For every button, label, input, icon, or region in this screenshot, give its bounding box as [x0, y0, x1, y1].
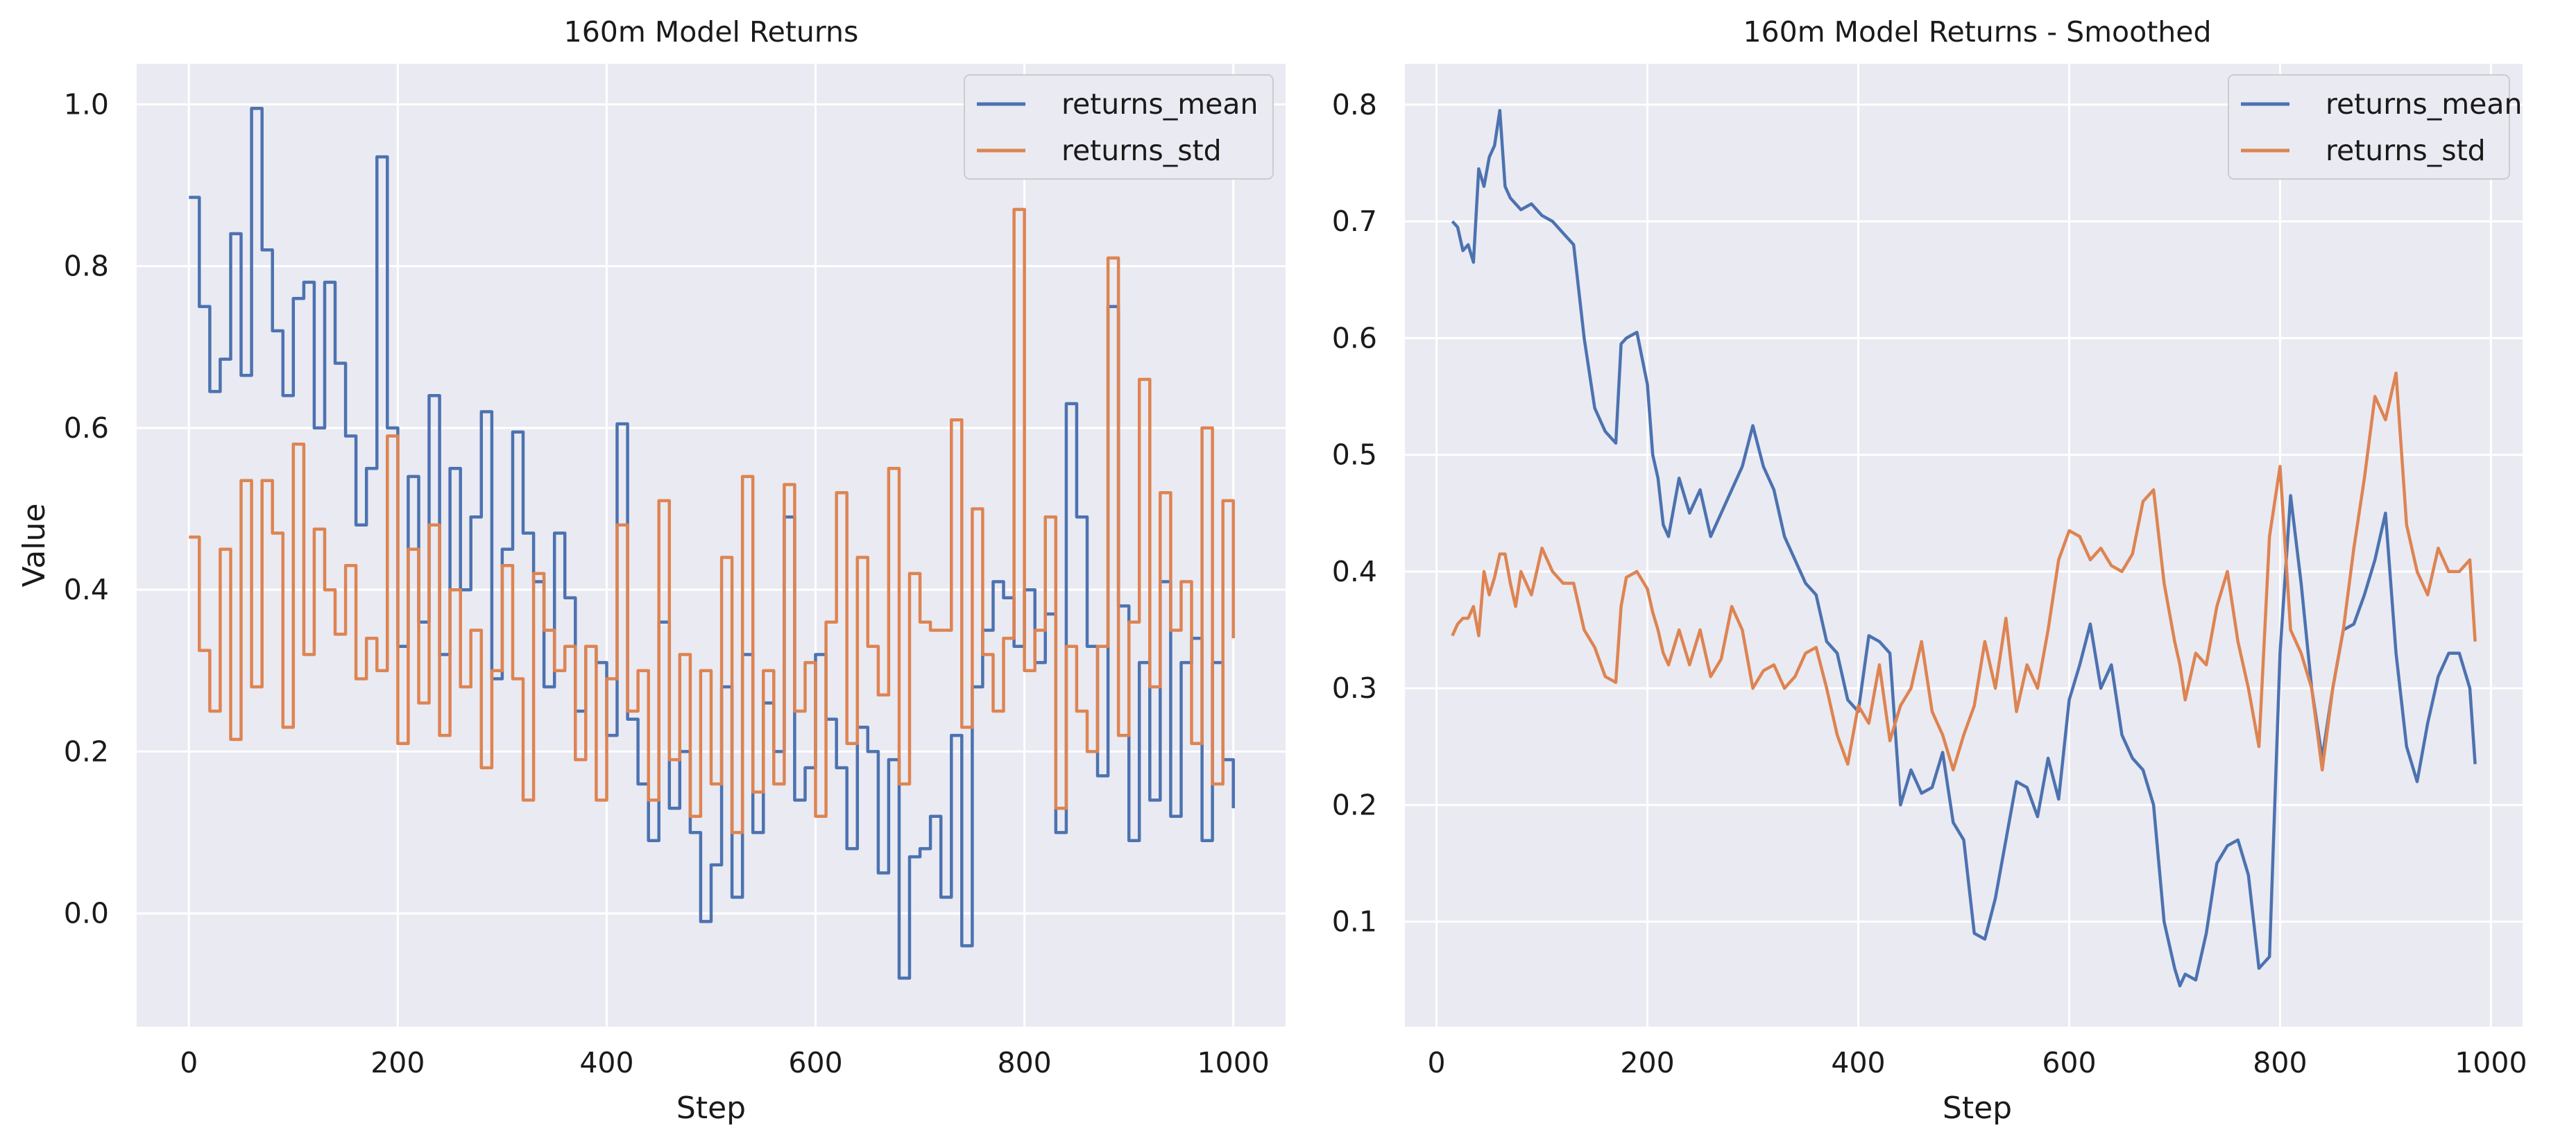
x-tick-label: 600: [2042, 1046, 2096, 1079]
x-tick-label: 1000: [2455, 1046, 2527, 1079]
x-tick-label: 0: [180, 1046, 198, 1079]
y-tick-label: 0.0: [64, 897, 109, 930]
y-tick-label: 0.5: [1332, 438, 1377, 472]
legend-label-returns-mean: returns_mean: [2326, 87, 2523, 121]
x-axis-label: Step: [1943, 1091, 2012, 1126]
x-tick-label: 400: [1831, 1046, 1885, 1079]
series-layer: [1451, 109, 2477, 988]
y-tick-label: 0.4: [1332, 555, 1377, 588]
series-line-returns-mean: [189, 106, 1235, 980]
chart-title: 160m Model Returns - Smoothed: [1743, 15, 2211, 49]
y-tick-label: 0.7: [1332, 205, 1377, 238]
series-layer: [189, 106, 1235, 980]
grid: [1405, 64, 2523, 1027]
y-tick-label: 0.2: [64, 735, 109, 768]
y-axis-label: Value: [17, 504, 52, 588]
series-line-returns-std: [189, 207, 1235, 835]
legend: returns_mean returns_std: [2228, 74, 2523, 180]
series-line-returns-std: [1451, 371, 2477, 772]
series-line-returns-mean: [1451, 109, 2477, 988]
x-tick-label: 800: [2253, 1046, 2307, 1079]
y-tick-label: 0.6: [1332, 321, 1377, 354]
legend: returns_mean returns_std: [964, 74, 1274, 180]
legend-box: [2228, 74, 2510, 180]
y-tick-label: 0.2: [1332, 788, 1377, 821]
y-tick-label: 0.1: [1332, 905, 1377, 939]
x-tick-label: 600: [788, 1046, 842, 1079]
x-tick-label: 0: [1428, 1046, 1446, 1079]
legend-label-returns-std: returns_std: [1061, 134, 1222, 167]
y-tick-label: 0.6: [64, 411, 109, 445]
y-tick-label: 0.8: [64, 250, 109, 283]
legend-label-returns-std: returns_std: [2326, 134, 2486, 167]
y-tick-label: 1.0: [64, 87, 109, 121]
x-tick-label: 200: [1620, 1046, 1674, 1079]
chart-title: 160m Model Returns: [564, 15, 859, 49]
x-tick-label: 1000: [1197, 1046, 1270, 1079]
chart-returns: 0 200 400 600 800 1000 0.0 0.2 0.4 0.6 0.8 1.0 160m…: [17, 15, 1286, 1126]
x-tick-label: 400: [579, 1046, 633, 1079]
x-tick-label: 800: [998, 1046, 1052, 1079]
legend-label-returns-mean: returns_mean: [1061, 87, 1259, 121]
legend-box: [964, 74, 1274, 180]
chart-returns-smoothed: 0 200 400 600 800 1000 0.1 0.2 0.3 0.4 0.5 0.6 0.7 0.…: [1332, 15, 2527, 1126]
y-tick-label: 0.8: [1332, 88, 1377, 121]
x-axis-label: Step: [676, 1091, 746, 1126]
x-tick-label: 200: [370, 1046, 425, 1079]
y-tick-label: 0.4: [64, 573, 109, 606]
tick-labels: 0 200 400 600 800 1000 0.0 0.2 0.4 0.6 0.8 1.0: [64, 87, 1270, 1079]
y-tick-label: 0.3: [1332, 672, 1377, 705]
tick-labels: 0 200 400 600 800 1000 0.1 0.2 0.3 0.4 0.5 0.6 0.7 0.…: [1332, 88, 2527, 1079]
plot-area: [1405, 64, 2523, 1027]
